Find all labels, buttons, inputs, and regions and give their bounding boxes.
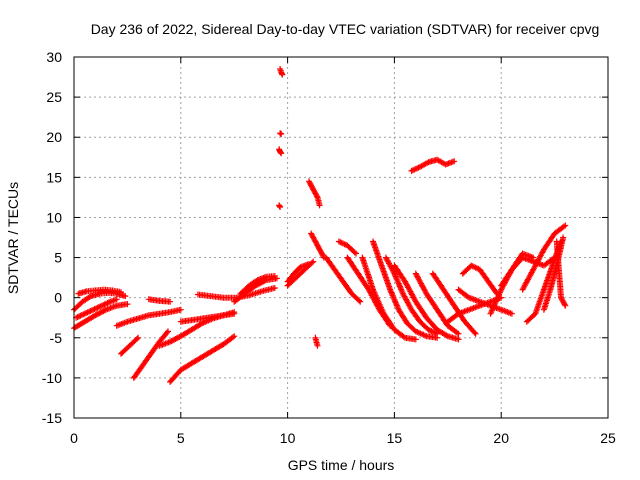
series-arc-11	[177, 310, 238, 325]
point-markers	[276, 202, 284, 210]
series-arc-03	[75, 286, 124, 297]
point-markers	[167, 333, 238, 385]
series-arc-28	[359, 254, 419, 343]
data-points	[71, 66, 569, 385]
point-markers	[277, 130, 285, 137]
point-markers	[459, 262, 500, 297]
series-arc-36	[459, 262, 500, 297]
series-arc-04	[73, 296, 120, 321]
y-tick-label: 5	[54, 250, 62, 266]
x-axis-title: GPS time / hours	[288, 457, 395, 473]
x-tick-label: 0	[70, 430, 78, 446]
series-arc-21	[306, 178, 323, 209]
point-markers	[118, 334, 142, 357]
series-arc-32	[408, 156, 458, 174]
point-markers	[370, 238, 441, 341]
series-arc-16	[277, 130, 285, 137]
x-tick-label: 20	[493, 430, 509, 446]
point-markers	[391, 262, 462, 343]
series-arc-25	[335, 238, 359, 257]
point-markers	[276, 146, 285, 157]
point-markers	[145, 296, 174, 305]
series-arc-19	[284, 258, 317, 289]
point-markers	[382, 254, 441, 337]
point-markers	[308, 230, 327, 261]
series-arc-08	[145, 296, 174, 305]
point-markers	[284, 261, 312, 285]
series-arc-13	[231, 275, 280, 305]
y-tick-label: -15	[42, 410, 62, 426]
y-tick-labels: -15 -10 -5 0 5 10 15 20 25 30	[42, 49, 62, 426]
x-tick-labels: 0 5 10 15 20 25	[70, 430, 616, 446]
point-markers	[284, 258, 317, 289]
plot-frame	[73, 56, 609, 419]
x-tick-label: 10	[280, 430, 296, 446]
point-markers	[237, 273, 278, 297]
point-markers	[73, 296, 120, 321]
y-tick-label: 20	[46, 129, 62, 145]
series-arc-22	[308, 230, 327, 261]
x-tick-label: 25	[600, 430, 616, 446]
chart-title: Day 236 of 2022, Sidereal Day-to-day VTE…	[91, 21, 600, 37]
axis-ticks	[73, 56, 609, 419]
y-tick-label: 0	[54, 290, 62, 306]
series-arc-18	[276, 202, 284, 210]
point-markers	[306, 178, 323, 209]
x-tick-label: 5	[177, 430, 185, 446]
series-arc-09	[167, 333, 238, 385]
series-arc-27	[370, 238, 441, 341]
grid	[74, 57, 608, 418]
y-tick-label: -5	[50, 330, 63, 346]
series-arc-20	[284, 261, 312, 285]
series-arc-24	[323, 254, 364, 305]
point-markers	[359, 254, 419, 343]
x-tick-label: 15	[387, 430, 403, 446]
y-axis-title: SDTVAR / TECUs	[5, 182, 21, 294]
point-markers	[277, 66, 286, 78]
y-tick-label: 30	[46, 49, 62, 65]
y-tick-label: -10	[42, 370, 62, 386]
series-arc-42	[553, 238, 569, 309]
point-markers	[553, 238, 569, 309]
point-markers	[177, 310, 238, 325]
series-arc-31	[412, 270, 462, 337]
point-markers	[113, 306, 184, 329]
series-arc-14	[237, 273, 278, 297]
point-markers	[335, 238, 359, 257]
series-arc-15	[277, 66, 286, 78]
y-tick-label: 10	[46, 209, 62, 225]
point-markers	[408, 156, 458, 174]
series-arc-23	[312, 334, 321, 349]
point-markers	[519, 222, 569, 293]
series-arc-30	[391, 262, 462, 343]
y-tick-label: 15	[46, 169, 62, 185]
point-markers	[75, 286, 124, 297]
point-markers	[323, 254, 364, 305]
point-markers	[412, 270, 462, 337]
series-arc-06	[118, 334, 142, 357]
point-markers	[231, 275, 280, 305]
y-tick-label: 25	[46, 89, 62, 105]
series-arc-05	[113, 306, 184, 329]
series-arc-17	[276, 146, 285, 157]
series-arc-29	[382, 254, 441, 337]
series-arc-39	[519, 222, 569, 293]
point-markers	[312, 334, 321, 349]
